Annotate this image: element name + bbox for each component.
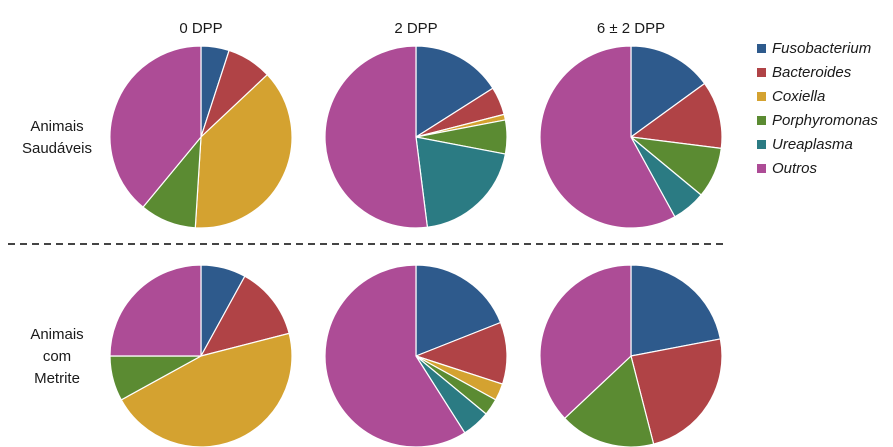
pie-slice-porphyromonas	[564, 355, 655, 447]
pie-slice-outros	[109, 264, 202, 357]
pie-slice-outros	[539, 264, 632, 419]
legend-swatch	[757, 44, 766, 53]
row-label-line: Saudáveis	[22, 140, 92, 157]
legend-swatch	[757, 92, 766, 101]
column-title: 6 ± 2 DPP	[597, 20, 665, 37]
pie-slice-fusobacterium	[415, 45, 494, 138]
legend-label: Coxiella	[772, 88, 825, 105]
pie-slice-bacteroides	[630, 338, 723, 445]
pie-0-2	[539, 45, 723, 229]
pie-1-0	[109, 264, 293, 447]
pie-1-2	[539, 264, 723, 447]
legend-label: Fusobacterium	[772, 40, 871, 57]
legend-label: Outros	[772, 160, 818, 177]
pie-slice-outros	[109, 45, 202, 208]
legend-swatch	[757, 140, 766, 149]
row-label: Animais com Metrite	[30, 326, 83, 387]
pie-1-1	[324, 264, 508, 447]
row-label-line: Metrite	[34, 370, 80, 387]
pie-slice-bacteroides	[630, 82, 723, 150]
pie-0-0	[109, 45, 293, 229]
pie-slice-fusobacterium	[630, 264, 721, 357]
row-label-line: Animais	[30, 118, 83, 135]
legend-label: Bacteroides	[772, 64, 852, 81]
column-title: 0 DPP	[179, 20, 222, 37]
column-title: 2 DPP	[394, 20, 437, 37]
pie-slice-fusobacterium	[415, 264, 502, 357]
legend-swatch	[757, 164, 766, 173]
legend-swatch	[757, 116, 766, 125]
pie-slice-bacteroides	[200, 275, 290, 357]
pie-slice-coxiella	[194, 74, 293, 229]
pie-0-1	[324, 45, 508, 229]
pie-slice-fusobacterium	[630, 45, 706, 138]
row-label-line: com	[43, 348, 71, 365]
row-label-line: Animais	[30, 326, 83, 343]
row-label: Animais Saudáveis	[22, 118, 92, 157]
pie-slice-outros	[324, 45, 429, 229]
legend: Fusobacterium Bacteroides Coxiella Porphyro…	[757, 40, 878, 177]
pie-slice-coxiella	[120, 332, 293, 447]
pie-slice-outros	[539, 45, 676, 229]
legend-swatch	[757, 68, 766, 77]
legend-label: Ureaplasma	[772, 136, 853, 153]
pie-slice-ureaplasma	[415, 136, 506, 228]
legend-label: Porphyromonas	[772, 112, 878, 129]
